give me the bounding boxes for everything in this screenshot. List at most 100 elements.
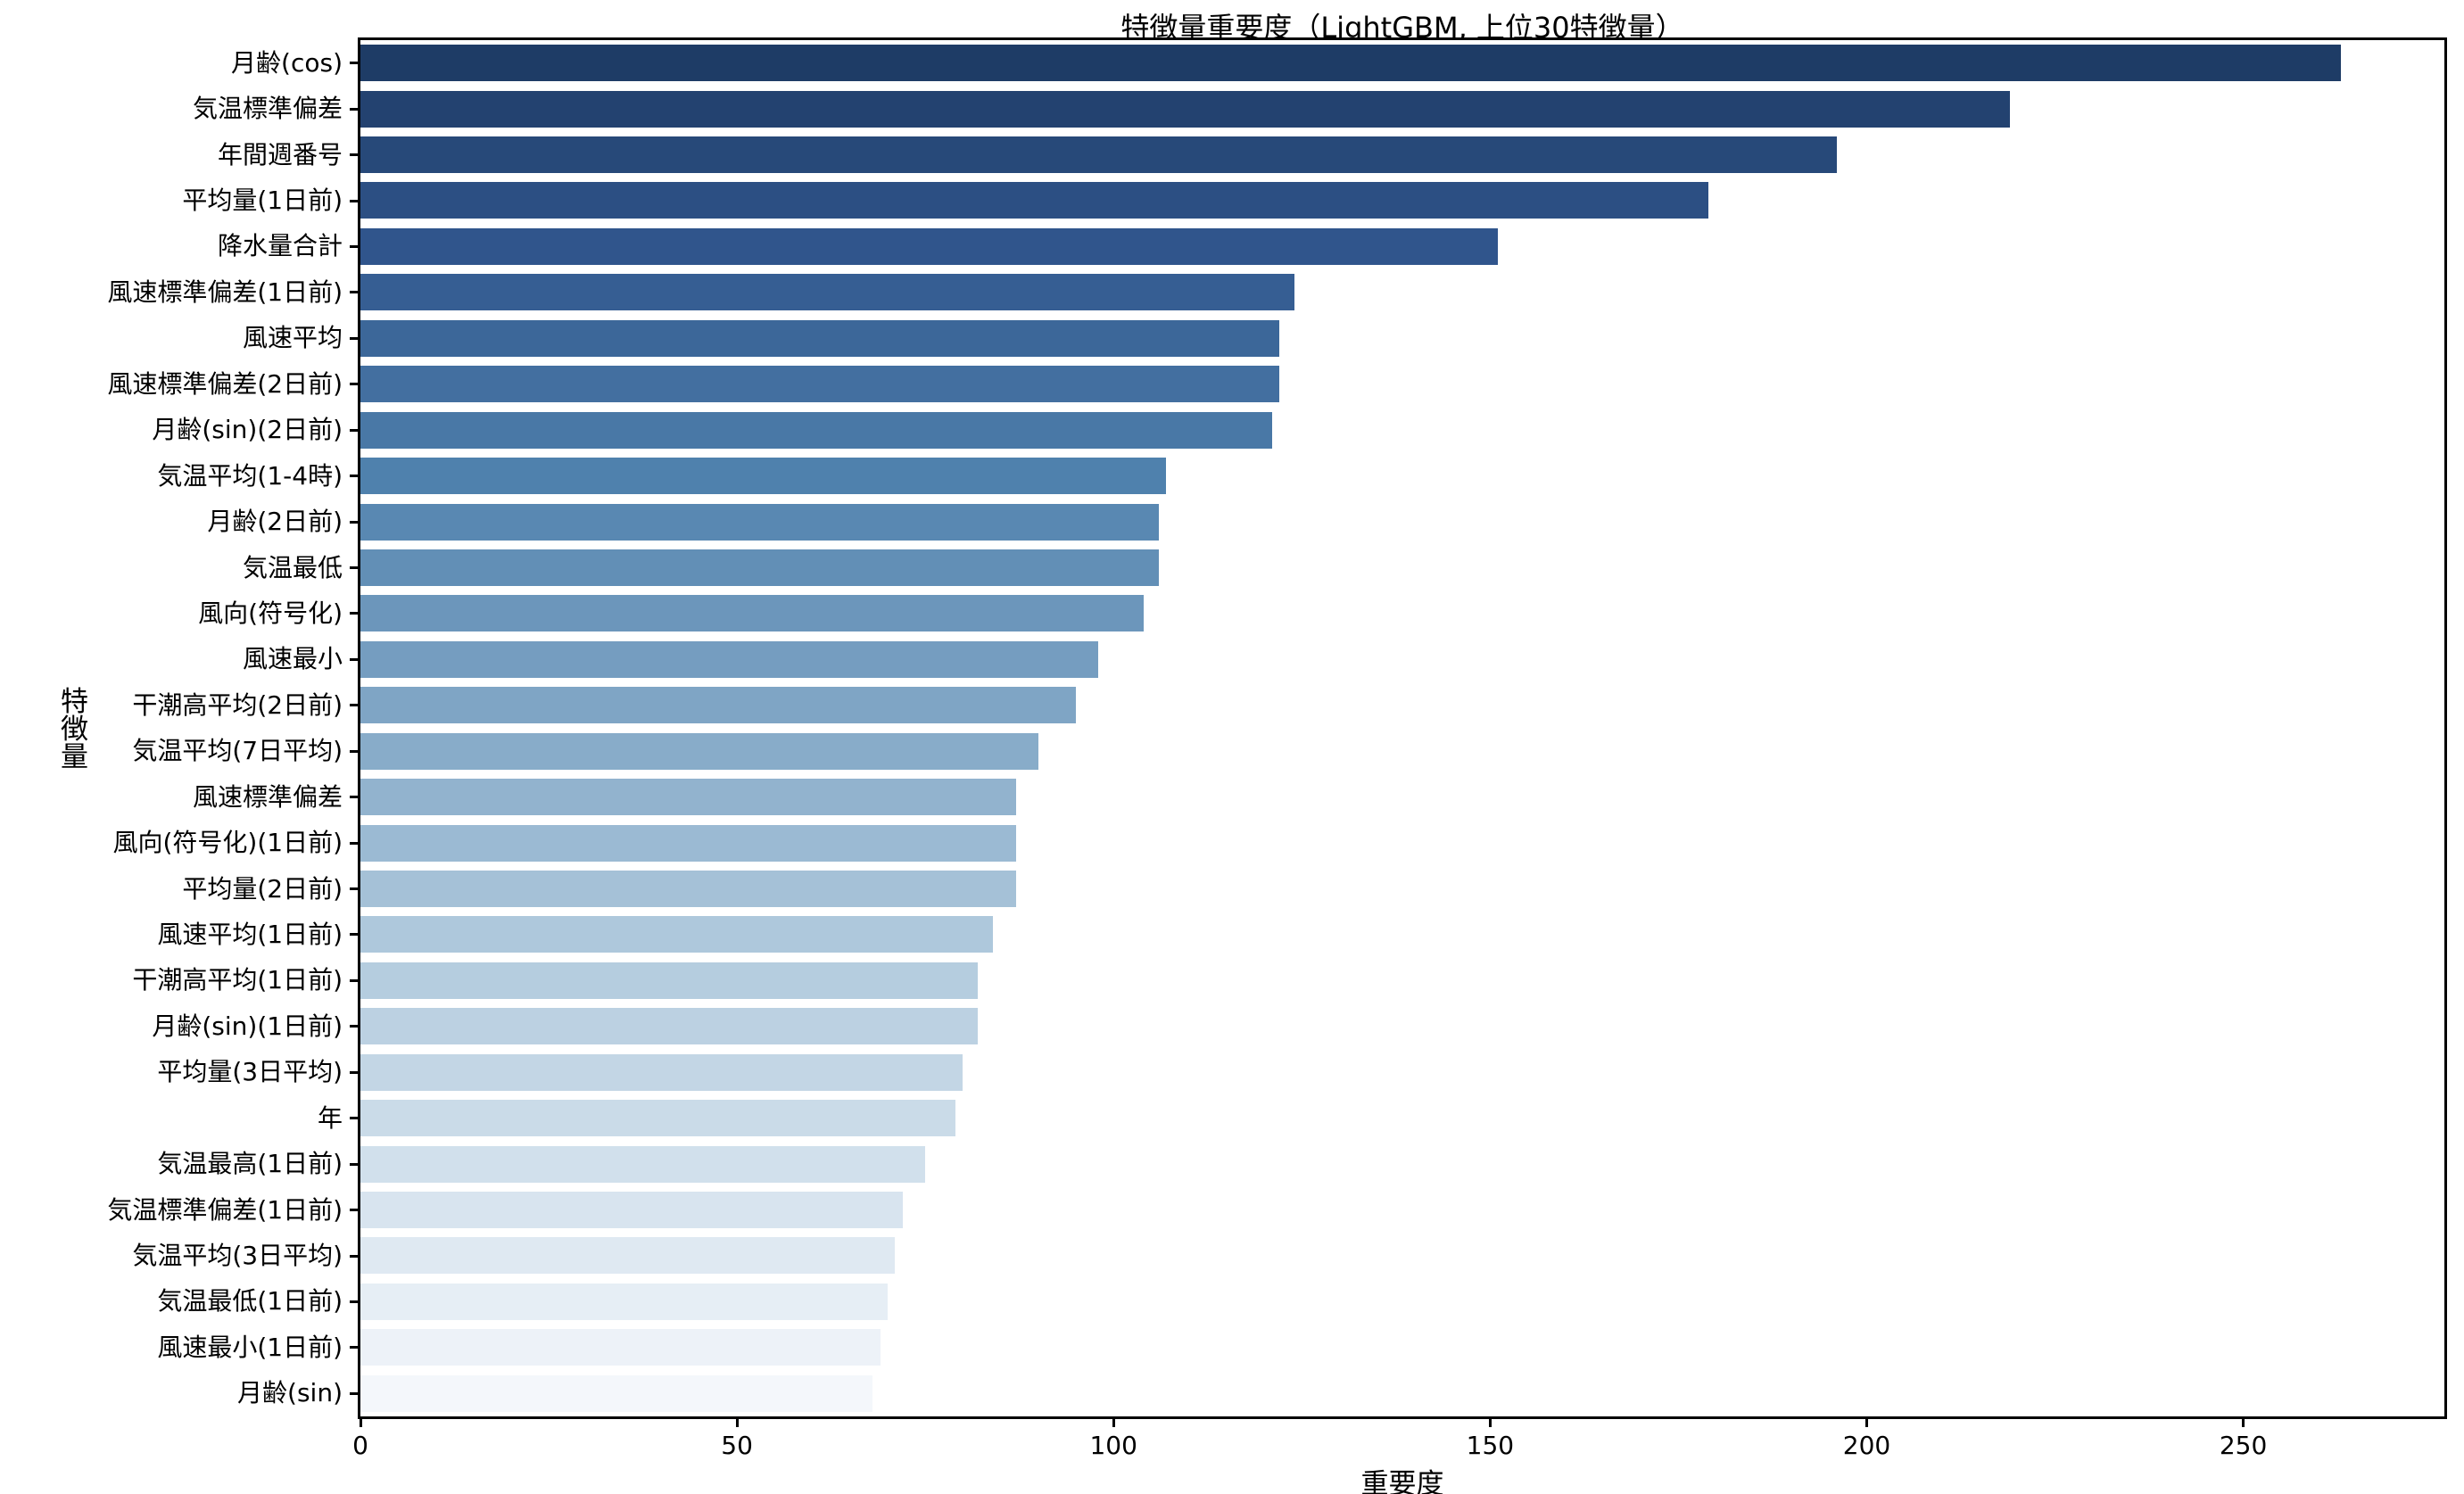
y-tick-mark (350, 1300, 360, 1303)
y-tick-mark (350, 1025, 360, 1028)
y-tick-mark (350, 244, 360, 248)
x-tick-label: 0 (352, 1431, 368, 1460)
y-tick-label: 気温標準偏差(1日前) (107, 1194, 343, 1225)
bar (360, 1192, 903, 1229)
bar (360, 503, 1159, 541)
bar (360, 1374, 873, 1412)
bar (360, 182, 1709, 219)
y-tick-label: 気温平均(7日平均) (132, 736, 343, 766)
y-tick-label: 干潮高平均(1日前) (132, 965, 343, 995)
y-tick-label: 降水量合計 (217, 231, 343, 261)
y-axis-label: 特徴量 (55, 686, 87, 770)
y-tick-mark (350, 153, 360, 157)
y-tick-label: 風速最小 (242, 644, 343, 674)
y-tick-label: 干潮高平均(2日前) (132, 689, 343, 720)
bar (360, 870, 1016, 907)
y-tick-label: 気温標準偏差 (192, 94, 343, 124)
y-tick-mark (350, 933, 360, 937)
bar (360, 779, 1016, 816)
y-tick-label: 気温最低(1日前) (157, 1286, 343, 1317)
y-tick-mark (350, 291, 360, 294)
bar (360, 1237, 896, 1275)
x-tick-mark (359, 1416, 362, 1427)
y-tick-label: 風向(符号化) (198, 598, 343, 628)
bar (360, 227, 1498, 265)
x-tick-label: 150 (1466, 1431, 1515, 1460)
bar (360, 458, 1167, 495)
y-tick-label: 風速平均 (242, 323, 343, 353)
bar (360, 1329, 881, 1366)
y-tick-label: 風速最小(1日前) (157, 1332, 343, 1362)
bar (360, 319, 1279, 357)
y-tick-mark (350, 1254, 360, 1258)
y-tick-mark (350, 566, 360, 569)
y-tick-label: 年 (317, 1102, 343, 1133)
bar (360, 45, 2342, 82)
y-tick-mark (350, 383, 360, 386)
y-tick-label: 気温最高(1日前) (157, 1149, 343, 1179)
y-tick-label: 気温平均(1-4時) (157, 460, 343, 491)
bar (360, 732, 1038, 770)
x-tick-label: 50 (721, 1431, 753, 1460)
y-tick-label: 気温平均(3日平均) (132, 1241, 343, 1270)
plot-area (358, 37, 2447, 1419)
y-tick-mark (350, 887, 360, 890)
y-tick-mark (350, 1162, 360, 1166)
bar (360, 962, 979, 999)
x-tick-mark (1112, 1416, 1115, 1427)
y-tick-mark (350, 796, 360, 799)
bar (360, 366, 1279, 403)
y-tick-mark (350, 657, 360, 661)
x-tick-mark (1488, 1416, 1492, 1427)
bar (360, 916, 994, 953)
y-tick-label: 月齢(sin) (237, 1378, 343, 1408)
y-tick-mark (350, 704, 360, 707)
y-tick-label: 平均量(3日平均) (157, 1057, 343, 1087)
y-tick-label: 月齢(2日前) (207, 507, 343, 536)
y-tick-label: 月齢(cos) (231, 47, 343, 78)
y-tick-label: 風向(符号化)(1日前) (112, 828, 343, 858)
y-tick-mark (350, 1391, 360, 1395)
y-tick-mark (350, 1346, 360, 1350)
y-tick-mark (350, 1117, 360, 1120)
bar (360, 1145, 926, 1183)
y-tick-mark (350, 612, 360, 615)
bar (360, 687, 1076, 724)
y-tick-mark (350, 199, 360, 202)
y-tick-label: 平均量(2日前) (182, 873, 343, 904)
x-tick-label: 200 (1842, 1431, 1891, 1460)
x-tick-mark (2242, 1416, 2245, 1427)
y-tick-label: 風速標準偏差(1日前) (107, 277, 343, 307)
y-tick-label: 気温最低 (242, 552, 343, 582)
y-tick-mark (350, 520, 360, 524)
bar (360, 1008, 979, 1045)
y-tick-label: 月齢(sin)(1日前) (152, 1011, 343, 1041)
y-tick-mark (350, 62, 360, 65)
bar (360, 640, 1099, 678)
bar (360, 136, 1837, 174)
x-tick-mark (1865, 1416, 1868, 1427)
y-tick-label: 風速平均(1日前) (157, 919, 343, 949)
x-tick-label: 250 (2219, 1431, 2268, 1460)
y-tick-mark (350, 841, 360, 845)
bar (360, 90, 2010, 128)
y-tick-label: 風速標準偏差 (192, 781, 343, 812)
bar (360, 1053, 963, 1091)
y-tick-mark (350, 475, 360, 478)
y-tick-mark (350, 749, 360, 753)
y-tick-mark (350, 1070, 360, 1074)
x-axis-label: 重要度 (1360, 1468, 1444, 1494)
y-tick-mark (350, 336, 360, 340)
y-tick-mark (350, 107, 360, 111)
y-tick-label: 平均量(1日前) (182, 186, 343, 215)
bar (360, 824, 1016, 862)
bar (360, 1283, 888, 1320)
y-tick-mark (350, 978, 360, 982)
y-tick-mark (350, 428, 360, 432)
bar (360, 274, 1294, 311)
bar (360, 411, 1272, 449)
y-tick-label: 年間週番号 (217, 139, 343, 169)
y-tick-label: 月齢(sin)(2日前) (152, 415, 343, 445)
y-tick-label: 風速標準偏差(2日前) (107, 368, 343, 399)
